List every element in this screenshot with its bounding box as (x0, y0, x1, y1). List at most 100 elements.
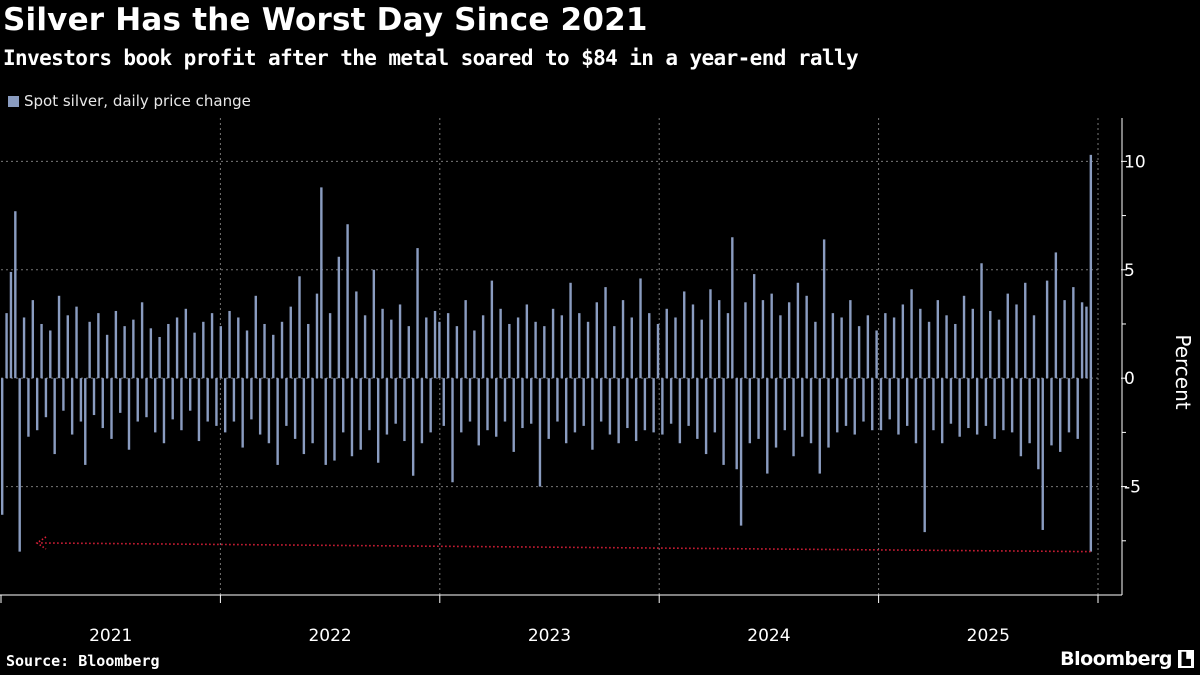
bloomberg-mark-icon: ▙ (1178, 650, 1194, 668)
gridlines (1, 118, 1099, 595)
bar (805, 295, 808, 379)
bar (320, 187, 323, 379)
bar (770, 293, 773, 379)
bar (669, 378, 673, 424)
bar (1002, 378, 1005, 431)
bar (779, 315, 782, 379)
bar (464, 300, 467, 379)
bar (997, 319, 1001, 379)
bar (477, 378, 480, 446)
bar (512, 378, 515, 452)
bar (626, 378, 629, 429)
bar (289, 306, 292, 379)
bar (980, 263, 983, 379)
bar (726, 313, 730, 379)
bar (1050, 378, 1053, 446)
bar (792, 378, 795, 457)
bar (127, 378, 131, 450)
bar (1, 378, 4, 515)
bar (468, 378, 472, 422)
bar (958, 378, 961, 437)
bar (49, 330, 52, 379)
bar (713, 378, 717, 433)
bar (595, 302, 598, 379)
bar (62, 378, 65, 411)
bar (88, 321, 91, 379)
y-tick-label: -5 (1124, 478, 1141, 498)
bar (180, 378, 183, 431)
bar (892, 317, 896, 379)
bar (757, 378, 760, 439)
bar (836, 378, 839, 433)
bar (818, 378, 821, 474)
bar (871, 378, 874, 431)
bar (22, 317, 26, 379)
bar (1045, 280, 1049, 379)
bar (901, 304, 905, 379)
bar (849, 300, 852, 379)
bar (752, 274, 756, 379)
bar (967, 378, 970, 429)
bar (722, 378, 725, 465)
bar (398, 304, 402, 379)
bar (1085, 306, 1088, 379)
bar (866, 315, 870, 379)
bar (245, 330, 249, 379)
bar (774, 378, 778, 448)
bar (14, 211, 17, 379)
bar (394, 378, 397, 424)
bar (739, 378, 743, 526)
bar (119, 378, 122, 413)
bar (79, 378, 83, 422)
bar (940, 378, 944, 444)
bar (27, 378, 30, 437)
bar (643, 378, 647, 431)
bar (302, 378, 306, 455)
bar (503, 378, 507, 422)
bar (766, 378, 769, 474)
bar (84, 378, 87, 465)
bar (376, 378, 380, 463)
bar (175, 317, 179, 379)
bar (1089, 154, 1093, 379)
bar (241, 378, 244, 448)
bar (665, 308, 668, 379)
x-tick-label: 2023 (528, 626, 571, 646)
y-axis-label: Percent (1171, 334, 1195, 409)
bar (429, 378, 432, 433)
bar (315, 293, 319, 379)
bar (945, 315, 948, 379)
bar (149, 328, 153, 379)
bar (801, 378, 804, 437)
bar (154, 378, 157, 433)
bar (1019, 378, 1023, 457)
bar (639, 278, 642, 379)
bar (411, 378, 415, 476)
bar (1054, 252, 1058, 379)
bar (809, 378, 813, 444)
legend-label: Spot silver, daily price change (24, 92, 251, 110)
bar (621, 300, 625, 379)
bar (862, 378, 865, 422)
bar (9, 271, 13, 379)
bar (438, 321, 441, 379)
bar (613, 326, 616, 379)
bar (66, 315, 69, 379)
bar (936, 300, 940, 379)
bar (381, 308, 384, 379)
bar (368, 378, 371, 431)
bar (525, 304, 529, 379)
bar (486, 378, 489, 431)
bar (385, 378, 389, 435)
bar (844, 378, 848, 426)
bar (390, 319, 393, 379)
bar (35, 378, 39, 431)
bar (814, 321, 817, 379)
bar (136, 378, 139, 422)
bar (608, 378, 612, 435)
arrowhead-icon (35, 536, 47, 550)
bar (53, 378, 56, 455)
bar (927, 321, 931, 379)
bar (31, 300, 35, 379)
